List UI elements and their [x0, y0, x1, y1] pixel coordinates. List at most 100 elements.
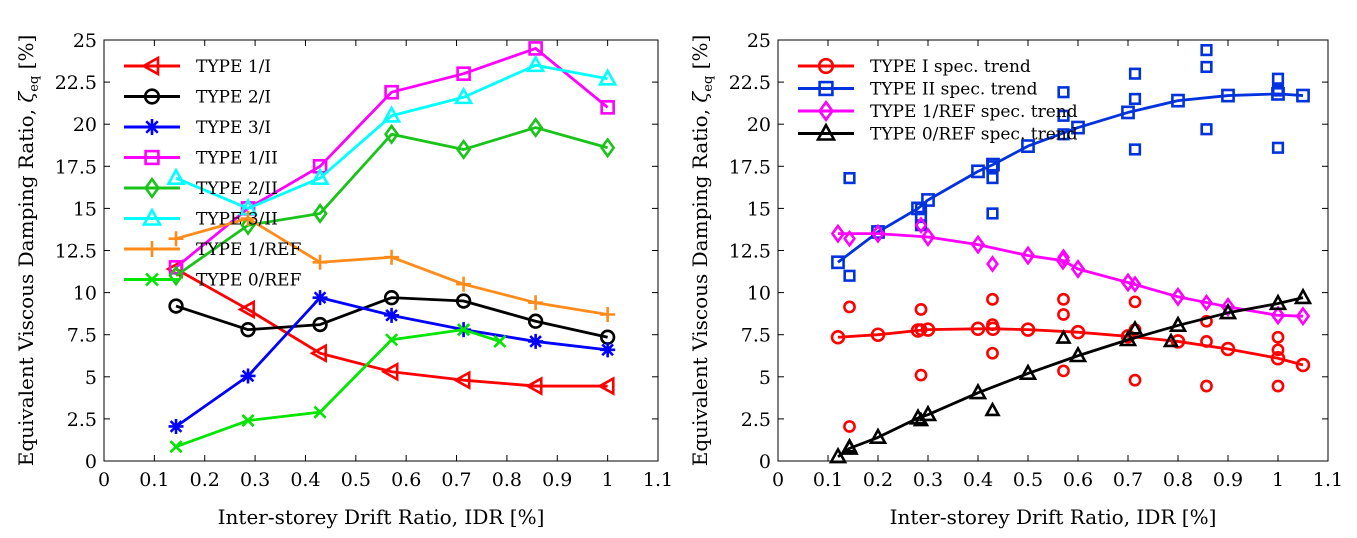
x-tick-label: 0.7 — [441, 469, 471, 491]
y-tick-label: 25 — [73, 30, 97, 52]
trend-marker — [1220, 297, 1236, 317]
y-tick-label: 12.5 — [729, 241, 771, 263]
data-point — [453, 86, 474, 105]
data-point — [1200, 123, 1213, 136]
y-tick-label: 20 — [73, 114, 97, 136]
data-point — [1128, 295, 1142, 309]
legend-label: TYPE 1/REF — [196, 240, 302, 260]
y-tick-label: 10 — [747, 283, 771, 305]
series-line — [175, 217, 608, 316]
data-point — [914, 216, 928, 235]
data-point — [1271, 343, 1285, 357]
trend-marker — [920, 227, 936, 247]
data-point — [527, 313, 544, 329]
legend-label: TYPE 2/II — [196, 179, 278, 199]
y-tick-label: 22.5 — [729, 72, 771, 94]
x-tick-label: 0.1 — [813, 469, 843, 491]
legend-swatch-marker — [140, 55, 160, 77]
data-point — [384, 249, 400, 265]
legend-label: TYPE 2/I — [196, 88, 271, 108]
x-tick-label: 1 — [602, 469, 614, 491]
data-point — [986, 207, 999, 220]
y-tick-label: 15 — [747, 198, 771, 220]
data-point — [600, 100, 615, 115]
data-point — [600, 137, 616, 159]
chart-left: 0 0.1 0.2 0.3 0.4 0.5 0.6 0.7 0.8 0.9 1 1.1 0 2.5 5 7.5… — [0, 0, 678, 538]
data-point — [384, 307, 400, 323]
data-point — [240, 321, 256, 338]
trend-marker — [1118, 329, 1138, 347]
trend-marker — [1295, 306, 1311, 327]
data-point — [456, 66, 471, 81]
data-point — [1055, 329, 1072, 344]
data-point — [240, 211, 256, 227]
data-point — [313, 405, 327, 419]
y-tick-label: 0 — [85, 451, 97, 473]
legend-swatch-marker — [144, 149, 160, 166]
series-6 — [168, 211, 616, 322]
data-point — [166, 167, 186, 186]
data-point — [237, 299, 255, 320]
data-point — [841, 437, 858, 453]
data-point — [984, 401, 1001, 417]
data-point — [168, 260, 184, 275]
trend-marker — [1020, 322, 1036, 337]
trend-marker — [985, 321, 1001, 337]
y-tick-label: 22.5 — [55, 72, 97, 94]
legend-swatch-marker — [143, 88, 161, 105]
data-point — [169, 440, 183, 454]
data-point — [312, 290, 328, 306]
trend-marker — [1270, 305, 1286, 326]
trend-marker — [831, 255, 845, 270]
data-point — [1271, 141, 1285, 154]
trend-marker — [1020, 245, 1036, 266]
x-tick-label: 1.1 — [643, 469, 673, 491]
trend-line — [837, 327, 1304, 367]
data-point — [384, 84, 399, 100]
legend-label: TYPE I spec. trend — [870, 57, 1031, 77]
series-1 — [168, 289, 616, 345]
trend-marker — [870, 223, 886, 244]
legend-swatch-marker — [815, 122, 837, 141]
data-point — [528, 117, 544, 139]
data-point — [1128, 143, 1142, 156]
series-7 — [169, 323, 507, 454]
data-point — [1200, 379, 1213, 393]
y-tick-label: 17.5 — [55, 156, 97, 178]
x-tick-label: 1 — [1272, 469, 1284, 491]
data-point — [528, 41, 543, 56]
data-point — [528, 333, 544, 349]
trend-marker — [1268, 293, 1288, 311]
trend-marker — [971, 164, 985, 179]
data-point — [168, 265, 184, 287]
trend-marker — [1121, 105, 1135, 120]
data-point — [528, 295, 544, 311]
data-point — [1128, 373, 1142, 387]
legend-swatch-marker — [144, 119, 160, 135]
legend-label: TYPE 0/REF — [196, 271, 302, 291]
data-point — [1271, 379, 1285, 393]
chart-right-svg: 0 0.1 0.2 0.3 0.4 0.5 0.6 0.7 0.8 0.9 1 1.1 0 2.5 5 7.5… — [688, 30, 1343, 529]
legend-swatch-marker — [817, 99, 835, 123]
data-point — [1057, 128, 1070, 141]
legend-swatch-marker — [145, 272, 159, 287]
x-tick-label: 0.2 — [863, 469, 893, 491]
x-axis-label: Inter-storey Drift Ratio, IDR [%] — [890, 505, 1217, 529]
x-tick-label: 0.4 — [963, 469, 993, 491]
trend-marker — [1221, 88, 1235, 103]
trend-marker — [1293, 287, 1313, 305]
y-tick-label: 2.5 — [741, 409, 771, 431]
data-point — [1200, 314, 1213, 328]
trend-marker — [1170, 286, 1186, 307]
y-tick-label: 20 — [747, 114, 771, 136]
data-point — [597, 376, 615, 396]
data-point — [843, 300, 856, 314]
legend-swatch-marker — [817, 57, 835, 75]
y-axis-label-symbol: ζ — [14, 91, 38, 103]
data-point — [986, 318, 999, 331]
legend-label: TYPE II spec. trend — [870, 80, 1038, 100]
x-tick-label: 0.6 — [391, 469, 421, 491]
y-tick-label: 5 — [759, 367, 771, 389]
data-point — [1271, 330, 1285, 344]
trend-marker — [870, 327, 886, 342]
